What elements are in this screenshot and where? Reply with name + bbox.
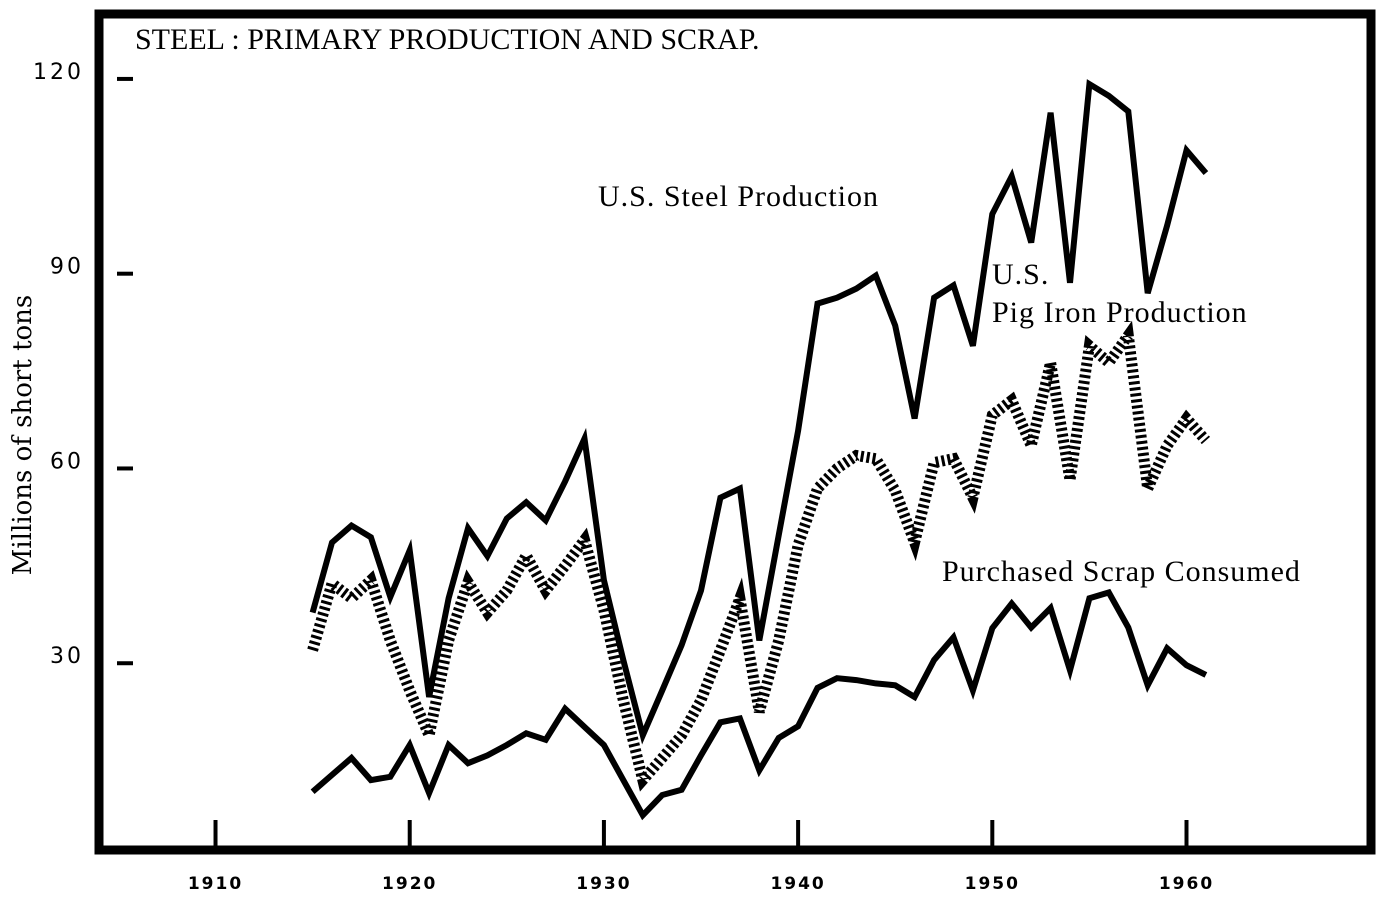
series-line <box>309 79 1209 745</box>
frame <box>94 9 1376 855</box>
series-line <box>307 320 1211 792</box>
x-tick-label: 1920 <box>382 874 437 894</box>
x-tick-label: 1950 <box>965 874 1020 894</box>
x-tick-label: 1960 <box>1159 874 1214 894</box>
y-axis-label: Millions of short tons <box>8 295 38 576</box>
x-tick-label: 1930 <box>576 874 631 894</box>
chart-title: STEEL : PRIMARY PRODUCTION AND SCRAP. <box>135 23 760 56</box>
series-label: U.S. Steel Production <box>598 180 879 213</box>
series-line <box>310 588 1208 821</box>
x-tick-label: 1940 <box>770 874 825 894</box>
y-tick-label: 90 <box>50 255 84 280</box>
y-tick-label: 60 <box>50 449 84 474</box>
series-label: Purchased Scrap Consumed <box>942 555 1301 588</box>
x-tick-label: 1910 <box>188 874 243 894</box>
y-tick-label: 30 <box>50 644 84 669</box>
series-label: U.S. Pig Iron Production <box>992 258 1248 329</box>
y-tick-label: 120 <box>33 60 84 85</box>
